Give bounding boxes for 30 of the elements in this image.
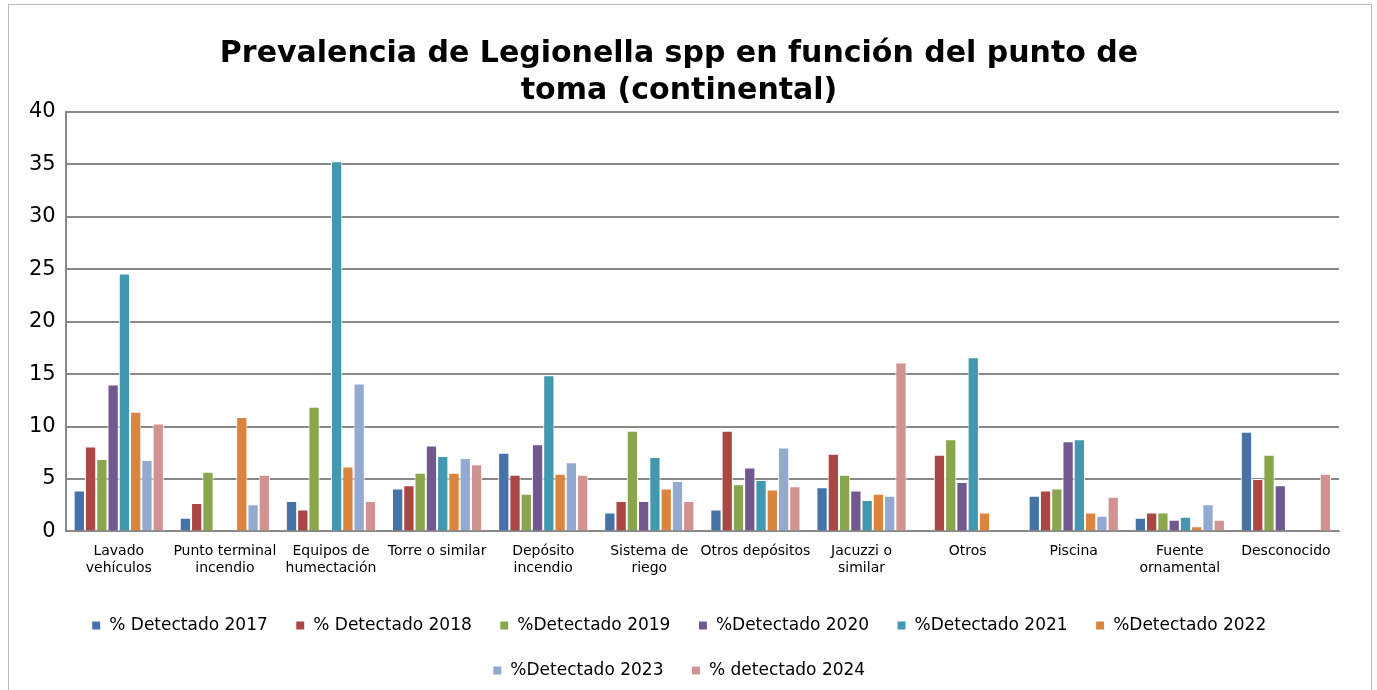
y-tick-label: 5: [42, 465, 56, 490]
x-tick-label: Piscina: [1049, 542, 1098, 559]
chart-title: Prevalencia de Legionella spp en función del punto de toma (continental): [219, 33, 1139, 107]
x-tick-label: Fuente ornamental: [1139, 542, 1221, 576]
legend-label: %Detectado 2022: [1113, 613, 1267, 634]
x-tick-label: Depósito incendio: [512, 542, 575, 576]
legend-label: %Detectado 2023: [510, 658, 664, 679]
legend-label: % Detectado 2017: [109, 613, 268, 634]
x-tick-label: Jacuzzi o similar: [830, 542, 892, 576]
legend-label: %Detectado 2020: [715, 613, 870, 634]
x-tick-label: Otros: [948, 542, 987, 559]
y-tick-label: 20: [28, 308, 56, 333]
y-tick-label: 40: [28, 98, 56, 123]
legend-label: % detectado 2024: [708, 658, 866, 679]
y-tick-label: 0: [42, 517, 56, 542]
legend-label: %Detectado 2019: [517, 613, 671, 634]
legend-label: %Detectado 2021: [914, 613, 1068, 634]
x-tick-label: Torre o similar: [386, 542, 487, 559]
y-tick-label: 35: [28, 150, 56, 175]
x-tick-label: Equipos de humectación: [285, 542, 377, 576]
x-tick-label: Otros depósitos: [700, 542, 811, 559]
x-tick-label: Desconocido: [1241, 542, 1331, 559]
x-tick-label: Sistema de riego: [610, 542, 689, 576]
y-tick-label: 15: [28, 360, 56, 385]
legend-label: % Detectado 2018: [313, 613, 472, 634]
x-tick-label: Lavado vehículos: [85, 542, 152, 576]
y-tick-label: 30: [28, 203, 56, 228]
x-tick-label: Punto terminal incendio: [173, 542, 277, 576]
y-tick-label: 25: [28, 255, 56, 280]
y-tick-label: 10: [28, 413, 56, 437]
